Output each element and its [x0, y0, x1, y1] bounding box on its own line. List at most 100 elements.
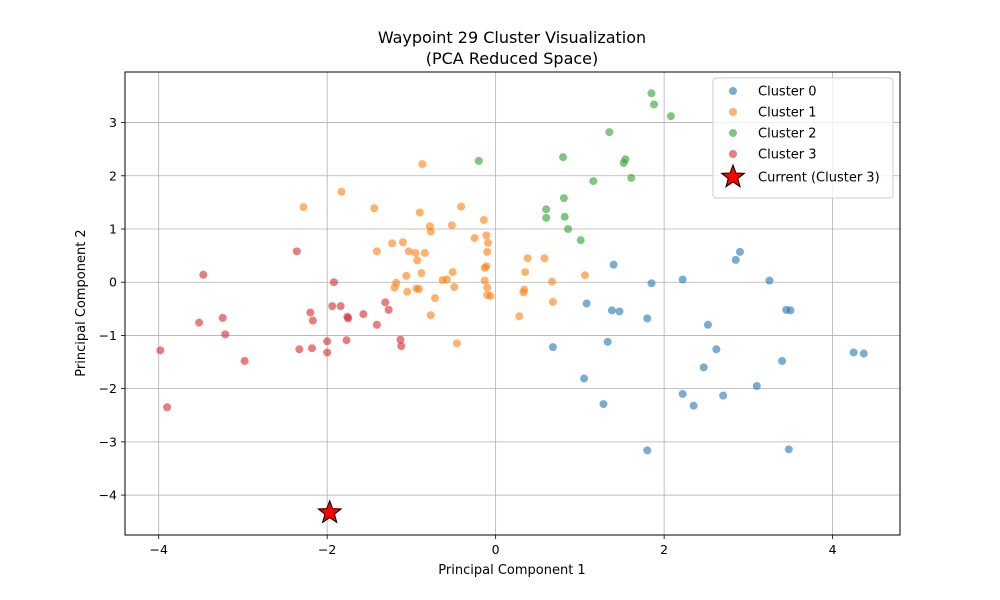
cluster-2-point — [605, 128, 614, 137]
cluster-3-point — [342, 336, 351, 345]
cluster-2-point — [542, 213, 551, 222]
cluster-0-point — [719, 391, 728, 400]
legend-marker — [729, 150, 737, 158]
cluster-3-point — [156, 346, 165, 355]
cluster-1-point — [415, 208, 424, 217]
cluster-3-point — [359, 310, 368, 319]
cluster-1-point — [480, 276, 489, 285]
cluster-1-point — [548, 277, 557, 286]
cluster-1-point — [482, 262, 491, 271]
cluster-3-point — [306, 308, 315, 317]
cluster-0-point — [849, 348, 858, 357]
cluster-1-point — [420, 248, 429, 257]
y-tick-label: −3 — [99, 434, 117, 449]
cluster-1-point — [484, 238, 493, 247]
cluster-0-point — [615, 307, 624, 316]
cluster-1-point — [540, 254, 549, 263]
cluster-0-point — [548, 343, 557, 352]
x-tick-label: 0 — [492, 542, 500, 557]
cluster-1-point — [521, 268, 530, 277]
chart-title: Waypoint 29 Cluster Visualization — [378, 28, 646, 47]
cluster-0-point — [786, 306, 795, 315]
legend-marker — [729, 87, 737, 95]
cluster-3-point — [396, 335, 405, 344]
cluster-3-point — [344, 314, 353, 323]
x-tick-label: −4 — [149, 542, 167, 557]
cluster-3-point — [195, 318, 204, 327]
cluster-0-point — [643, 446, 652, 455]
legend-marker — [729, 129, 737, 137]
cluster-3-point — [308, 316, 317, 325]
cluster-1-point — [299, 203, 308, 212]
cluster-0-point — [678, 389, 687, 398]
chart-subtitle: (PCA Reduced Space) — [426, 49, 599, 68]
cluster-3-point — [329, 278, 338, 287]
legend-box — [712, 77, 894, 199]
cluster-0-point — [703, 320, 712, 329]
cluster-0-point — [752, 381, 761, 390]
cluster-3-point — [221, 330, 230, 339]
legend-marker — [729, 108, 737, 116]
cluster-1-point — [418, 160, 427, 169]
cluster-1-point — [390, 283, 399, 292]
cluster-1-point — [448, 268, 457, 277]
cluster-3-point — [292, 247, 301, 256]
cluster-1-point — [519, 288, 528, 297]
cluster-1-point — [548, 297, 557, 306]
cluster-1-point — [438, 276, 447, 285]
legend-label: Cluster 1 — [758, 106, 817, 121]
cluster-0-point — [647, 279, 656, 288]
data-points — [156, 89, 868, 524]
cluster-0-point — [859, 349, 868, 358]
cluster-3-point — [295, 345, 304, 354]
cluster-1-point — [431, 294, 439, 303]
cluster-2-point — [559, 194, 568, 203]
cluster-3-point — [336, 302, 345, 311]
cluster-3-point — [199, 270, 208, 279]
cluster-1-point — [411, 248, 420, 257]
cluster-1-point — [447, 221, 456, 230]
cluster-2-point — [542, 205, 551, 214]
cluster-1-point — [470, 234, 479, 243]
cluster-3-point — [381, 298, 390, 307]
y-tick-label: 2 — [109, 168, 117, 183]
cluster-1-point — [482, 231, 491, 240]
cluster-1-point — [403, 287, 412, 296]
cluster-1-point — [483, 247, 492, 256]
cluster-1-point — [426, 311, 435, 320]
cluster-2-point — [647, 89, 656, 98]
cluster-1-point — [417, 269, 426, 278]
cluster-1-point — [388, 239, 397, 248]
cluster-3-point — [240, 356, 249, 365]
cluster-3-point — [218, 313, 227, 322]
cluster-1-point — [580, 271, 589, 280]
cluster-2-point — [564, 224, 573, 233]
cluster-3-point — [328, 302, 337, 311]
cluster-0-point — [580, 374, 589, 383]
cluster-2-point — [560, 212, 569, 221]
legend-star-marker — [720, 163, 746, 188]
y-axis-label: Principal Component 2 — [74, 229, 89, 376]
cluster-2-point — [650, 100, 659, 109]
y-tick-label: 3 — [109, 115, 117, 130]
cluster-3-point — [308, 344, 317, 353]
cluster-0-point — [699, 363, 708, 372]
cluster-3-point — [163, 403, 172, 412]
cluster-0-point — [607, 306, 616, 315]
cluster-1-point — [337, 187, 346, 196]
cluster-0-point — [731, 255, 740, 264]
cluster-0-point — [712, 345, 721, 354]
x-tick-label: 4 — [829, 542, 837, 557]
y-tick-label: −1 — [99, 328, 117, 343]
cluster-1-point — [515, 312, 524, 321]
cluster-2-point — [619, 159, 628, 168]
cluster-3-point — [372, 320, 381, 329]
y-tick-label: −4 — [99, 488, 117, 503]
cluster-0-point — [599, 400, 608, 409]
x-tick-label: −2 — [318, 542, 336, 557]
cluster-1-point — [404, 247, 413, 256]
cluster-1-point — [486, 292, 495, 301]
current-point-star — [316, 499, 343, 524]
cluster-2-point — [559, 153, 568, 162]
y-tick-label: 1 — [109, 221, 117, 236]
